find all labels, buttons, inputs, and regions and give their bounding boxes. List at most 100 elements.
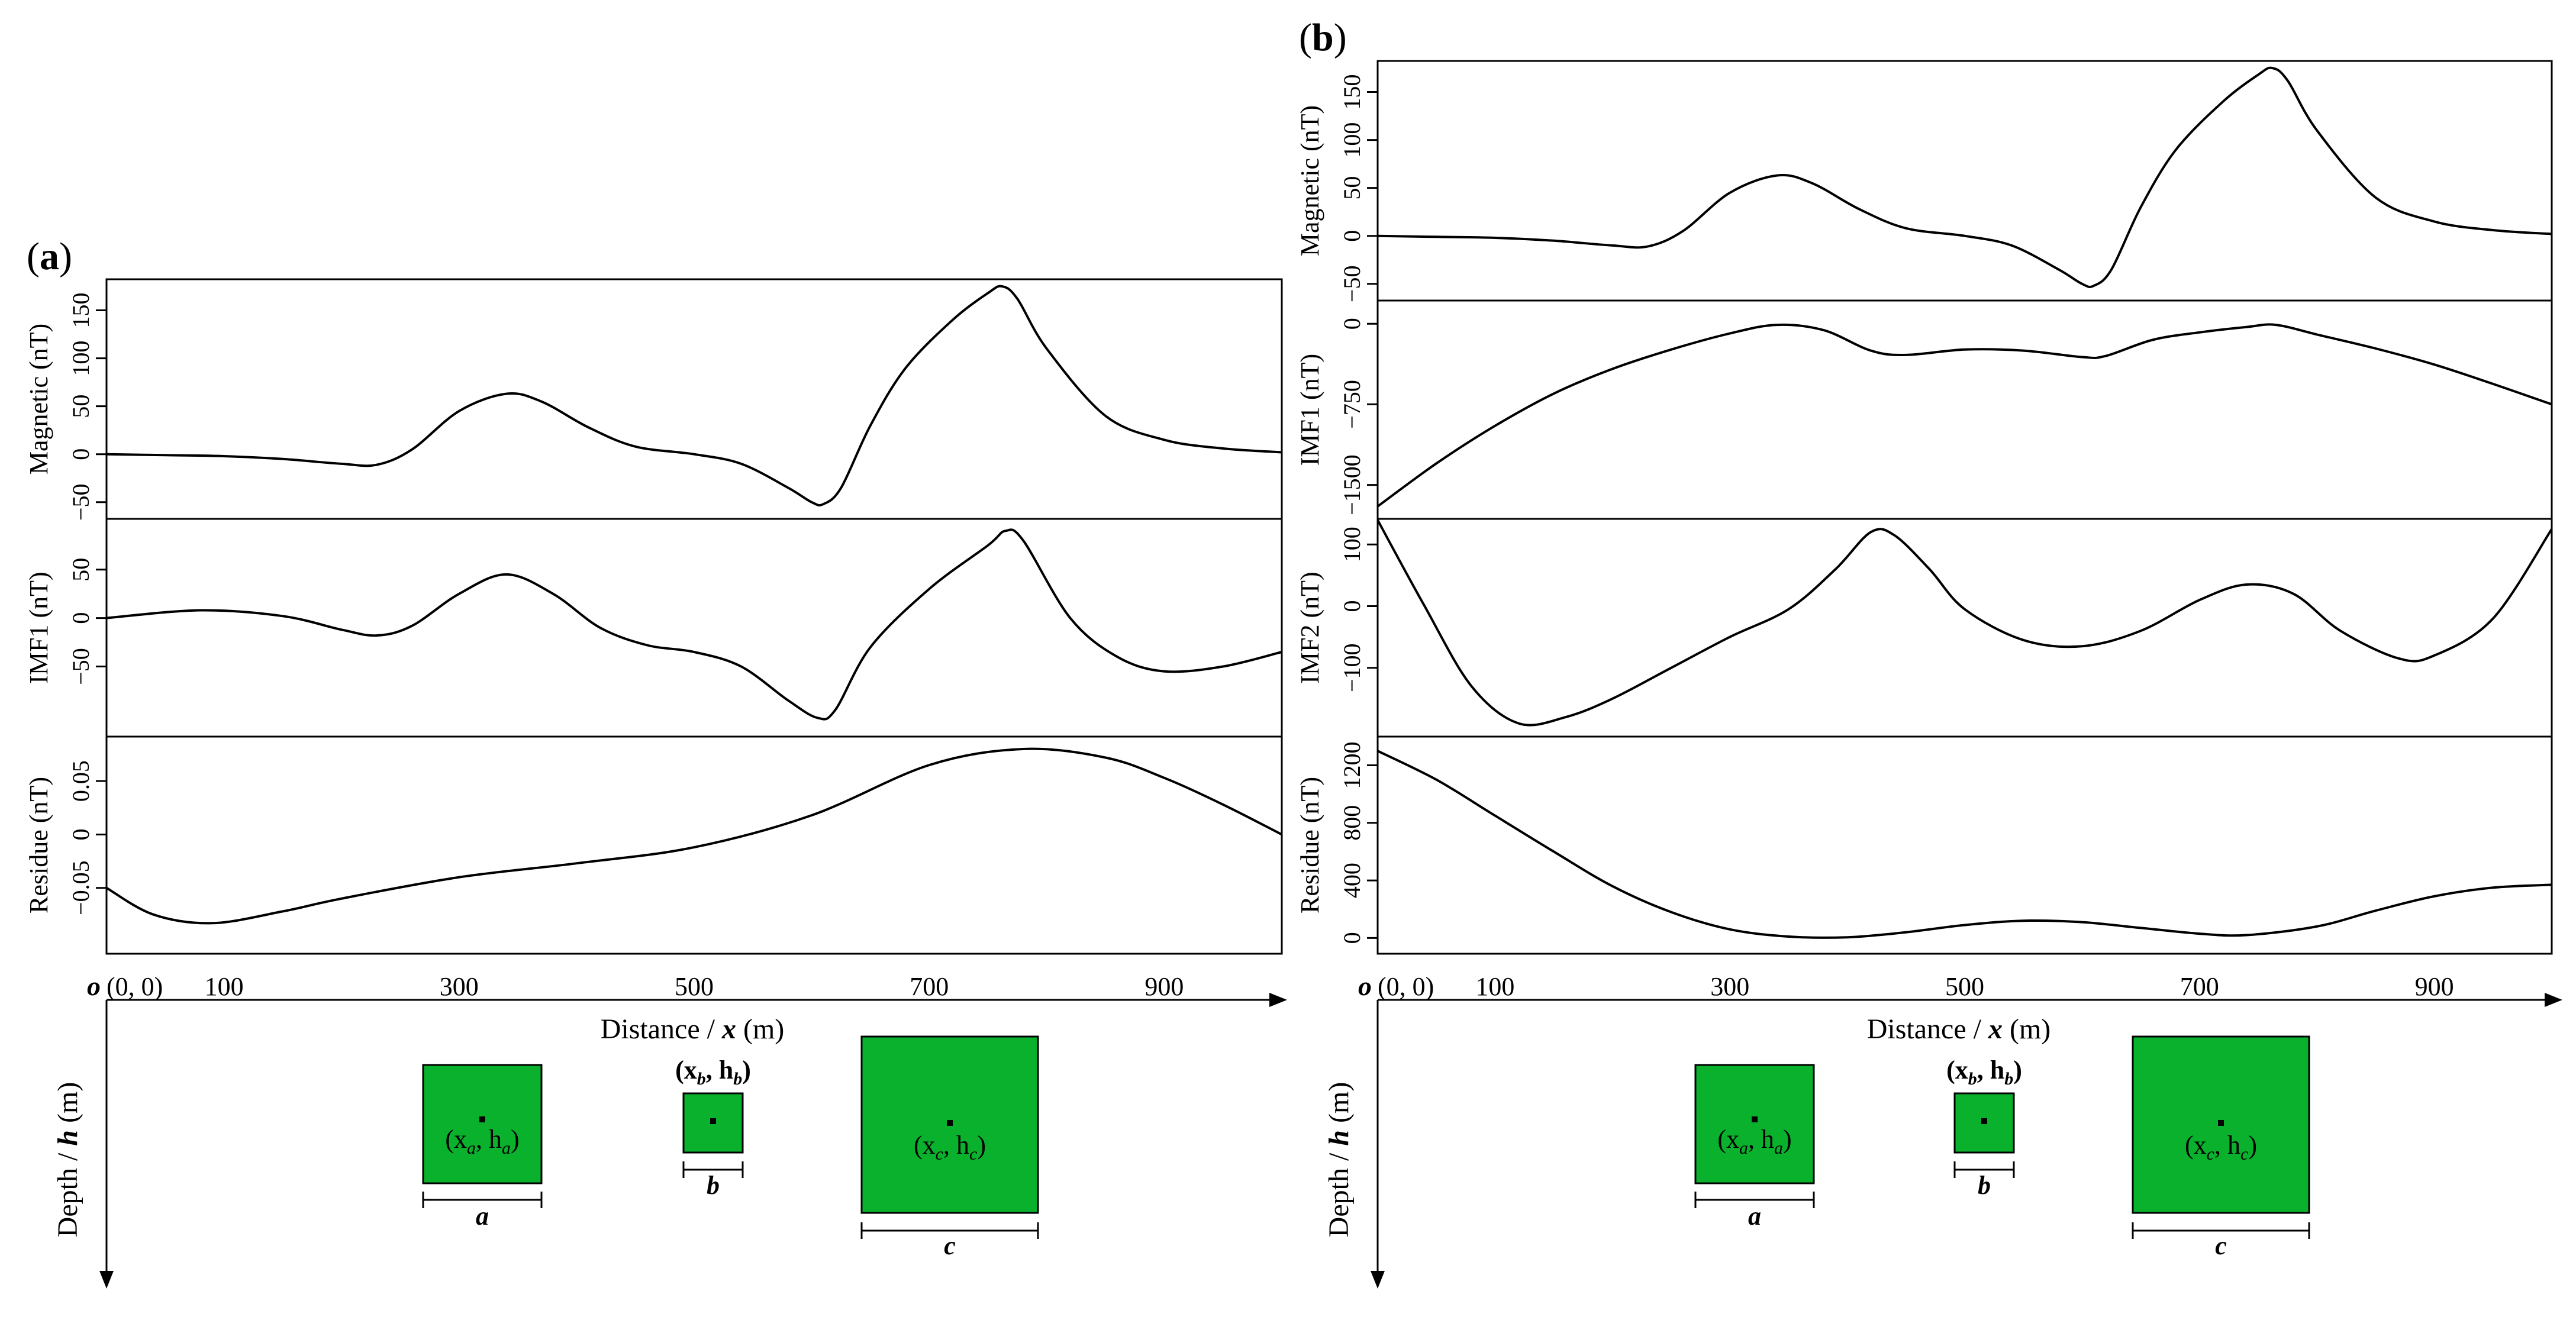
x-axis-label-var: x <box>721 1013 736 1045</box>
coord-part: a <box>502 1138 511 1158</box>
coord-part: , h <box>1977 1055 2004 1084</box>
body-b-coord-label: (xb, hb) <box>675 1055 751 1089</box>
body-c-coord-label: (xc, hc) <box>2185 1131 2257 1164</box>
plot-frame <box>105 735 1283 955</box>
distance-axis-arrow <box>1269 993 1287 1007</box>
coord-part: (x <box>445 1125 467 1154</box>
x-tick-label: 500 <box>675 972 714 1001</box>
y-tick-label: 800 <box>1339 805 1365 841</box>
origin-letter: o <box>87 971 101 1001</box>
y-axis-label: IMF2 (nT) <box>1295 572 1324 683</box>
x-axis-label-unit: (m) <box>736 1013 784 1045</box>
depth-label-var: h <box>52 1130 83 1146</box>
panel-label-close: ) <box>59 235 72 278</box>
body-a-coord-label: (xa, ha) <box>445 1125 519 1158</box>
series-line <box>106 285 1282 506</box>
x-axis-label: Distance / x (m) <box>601 1013 785 1045</box>
coord-part: ) <box>977 1131 986 1160</box>
y-tick-label: 0 <box>1339 932 1365 944</box>
depth-label-unit: (m) <box>1323 1082 1355 1130</box>
y-tick-label: −50 <box>67 484 94 521</box>
y-tick-label: 0 <box>67 448 94 460</box>
coord-part: b <box>1968 1069 1977 1089</box>
y-axis-label: Residue (nT) <box>1295 777 1324 913</box>
body-c: (xc, hc)c <box>2132 1035 2310 1260</box>
body-b-width-letter: b <box>707 1171 720 1200</box>
y-tick-label: 50 <box>1339 176 1365 200</box>
y-axis-label: Residue (nT) <box>24 777 53 913</box>
body-b-center <box>710 1118 716 1124</box>
y-tick-label: −1500 <box>1339 454 1365 515</box>
coord-part: c <box>2207 1144 2214 1164</box>
y-tick-label: 50 <box>67 558 94 582</box>
coord-part: b <box>733 1069 742 1089</box>
depth-label-var: h <box>1323 1130 1355 1146</box>
y-tick-label: 0 <box>1339 230 1365 242</box>
body-a: (xa, ha)a <box>1694 1064 1815 1231</box>
y-tick-label: 50 <box>67 395 94 418</box>
body-a-square <box>422 1064 543 1184</box>
body-a-center <box>1752 1116 1758 1122</box>
x-axis-label-text: Distance / <box>1867 1013 1988 1045</box>
coord-part: (x <box>2185 1131 2207 1160</box>
coord-part: ) <box>511 1125 520 1154</box>
body-c-center <box>2218 1120 2224 1126</box>
body-b: (xb, hb)b <box>675 1055 751 1200</box>
coord-part: , h <box>2214 1131 2240 1160</box>
body-b-coord-label: (xb, hb) <box>1946 1055 2022 1089</box>
subplot-1: −50 0 50 100 150 Magnetic (nT) <box>1295 60 2553 303</box>
y-tick-label: 0 <box>1339 601 1365 612</box>
coord-part: ) <box>2013 1055 2022 1084</box>
body-a-width-letter: a <box>1748 1202 1761 1231</box>
x-tick-label: 500 <box>1945 972 1984 1001</box>
coord-part: b <box>697 1069 706 1089</box>
y-axis-label: IMF1 (nT) <box>1295 354 1324 466</box>
coord-part: ) <box>742 1055 751 1084</box>
y-axis-label: Magnetic (nT) <box>24 324 53 474</box>
y-tick-label: 100 <box>1339 527 1365 562</box>
y-tick-label: 0 <box>67 612 94 624</box>
depth-label-text: Depth / <box>52 1146 83 1238</box>
body-c-width-letter: c <box>944 1231 956 1260</box>
panel-label-open: ( <box>1299 16 1312 59</box>
panel-label-letter: a <box>40 235 59 278</box>
y-depth-label: Depth / h (m) <box>52 1082 83 1238</box>
subplot-3: −0.05 0 0.05 Residue (nT) <box>24 735 1283 955</box>
x-tick-label: 100 <box>1475 972 1514 1001</box>
depth-label-text: Depth / <box>1323 1146 1355 1238</box>
distance-axis-arrow <box>2545 993 2562 1007</box>
coord-part: c <box>936 1144 943 1164</box>
y-tick-label: −50 <box>1339 266 1365 303</box>
body-a-coord-label: (xa, ha) <box>1717 1125 1791 1158</box>
panel-label-a: (a) <box>27 235 72 278</box>
series-line <box>1377 750 2552 939</box>
y-tick-label: 100 <box>1339 122 1365 158</box>
y-tick-label: 400 <box>1339 863 1365 898</box>
origin-letter: o <box>1358 971 1372 1001</box>
subplot-3: −100 0 100 IMF2 (nT) <box>1295 518 2553 738</box>
x-tick-label: 900 <box>2415 972 2454 1001</box>
coord-part: a <box>1739 1138 1748 1158</box>
y-axis-label: IMF1 (nT) <box>24 572 53 683</box>
body-b-center <box>1981 1118 1987 1124</box>
x-axis-label-var: x <box>1988 1013 2003 1045</box>
coord-part: (x <box>1717 1125 1739 1154</box>
coord-part: ) <box>2248 1131 2257 1160</box>
coord-part: c <box>969 1144 977 1164</box>
series-line <box>106 528 1282 721</box>
panel-label-close: ) <box>1334 16 1347 59</box>
coord-part: , h <box>1748 1125 1774 1154</box>
coord-part: b <box>2004 1069 2013 1089</box>
y-axis-label: Magnetic (nT) <box>1295 105 1324 256</box>
depth-label-unit: (m) <box>52 1082 83 1130</box>
y-tick-label: 0 <box>67 828 94 840</box>
coord-part: , h <box>943 1131 969 1160</box>
panel-label-b: (b) <box>1299 16 1347 59</box>
series-line <box>1376 323 2552 508</box>
body-c-center <box>947 1120 953 1126</box>
y-tick-label: 1200 <box>1339 741 1365 789</box>
origin-coords: (0, 0) <box>1378 972 1434 1001</box>
plot-frame <box>1376 735 2553 955</box>
